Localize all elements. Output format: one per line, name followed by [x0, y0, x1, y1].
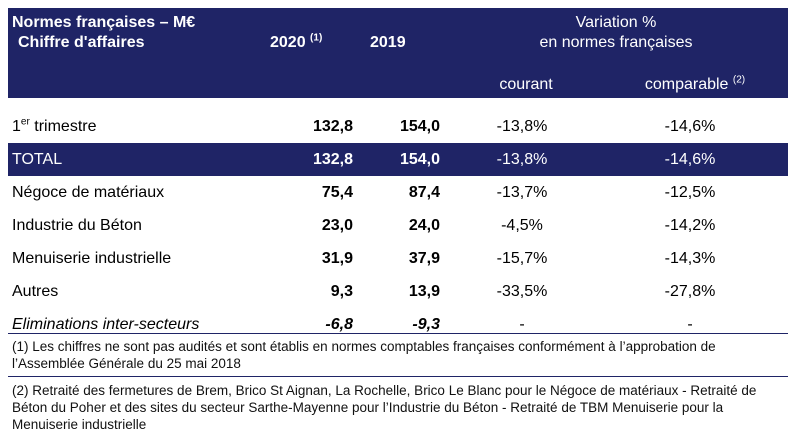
table-row-menuiserie: Menuiserie industrielle 31,9 37,9 -15,7%… [8, 242, 788, 275]
table-row-autres: Autres 9,3 13,9 -33,5% -27,8% [8, 275, 788, 308]
header-title-line1: Normes françaises – M€ [12, 14, 196, 31]
row-value-2020: 132,8 [312, 151, 353, 168]
row-value-2020: 75,4 [321, 184, 353, 201]
row-variation-comparable: -14,6% [664, 151, 716, 168]
row-variation-comparable: -12,5% [664, 184, 716, 201]
row-label: Menuiserie industrielle [12, 250, 172, 267]
row-value-2020: 31,9 [321, 250, 353, 267]
row-value-2020: 9,3 [330, 283, 353, 300]
header-comparable: comparable (2) [644, 74, 746, 93]
row-variation-courant: -13,8% [496, 118, 548, 135]
table-row-eliminations: Eliminations inter-secteurs -6,8 -9,3 - … [8, 308, 788, 341]
row-variation-courant: -13,7% [496, 184, 548, 201]
row-variation-courant: -33,5% [496, 283, 548, 300]
row-label: Industrie du Béton [12, 217, 142, 234]
row-value-2020: -6,8 [325, 316, 353, 333]
header-courant: courant [499, 76, 553, 93]
row-label: TOTAL [12, 151, 63, 168]
header-title-line2: Chiffre d'affaires [18, 34, 145, 51]
table-row-negoce: Négoce de matériaux 75,4 87,4 -13,7% -12… [8, 176, 788, 209]
row-variation-courant: -4,5% [501, 217, 543, 234]
divider [8, 376, 788, 377]
row-label: Négoce de matériaux [12, 184, 165, 201]
footnote-1: (1) Les chiffres ne sont pas audités et … [12, 339, 716, 371]
row-label: Eliminations inter-secteurs [12, 316, 200, 333]
row-value-2019: 87,4 [408, 184, 440, 201]
header-col-2020-footnote: (1) [310, 32, 323, 44]
row-label: 1er trimestre [12, 116, 97, 135]
row-label: Autres [12, 283, 59, 300]
row-value-2020: 132,8 [312, 118, 353, 135]
table-header: Normes françaises – M€ Chiffre d'affaire… [8, 8, 788, 98]
row-value-2020: 23,0 [321, 217, 353, 234]
header-comparable-footnote: (2) [732, 74, 746, 86]
footnote-2: (2) Retraité des fermetures de Brem, Bri… [12, 383, 757, 432]
row-value-2019: 24,0 [408, 217, 440, 234]
header-col-2020: 2020 (1) [270, 32, 323, 51]
row-variation-comparable: -27,8% [664, 283, 716, 300]
row-variation-courant: - [519, 316, 525, 333]
row-value-2019: 154,0 [399, 151, 440, 168]
row-variation-comparable: -14,6% [664, 118, 716, 135]
table-row-beton: Industrie du Béton 23,0 24,0 -4,5% -14,2… [8, 209, 788, 242]
row-variation-comparable: - [687, 316, 693, 333]
header-variation-line1: Variation % [575, 14, 657, 31]
row-value-2019: 13,9 [408, 283, 440, 300]
revenue-table: Normes françaises – M€ Chiffre d'affaire… [8, 8, 788, 341]
row-variation-courant: -15,7% [496, 250, 548, 267]
row-value-2019: -9,3 [412, 316, 440, 333]
table-row-total: TOTAL 132,8 154,0 -13,8% -14,6% [8, 143, 788, 176]
table-row-q1: 1er trimestre 132,8 154,0 -13,8% -14,6% [8, 110, 788, 143]
row-value-2019: 37,9 [408, 250, 440, 267]
row-variation-comparable: -14,2% [664, 217, 716, 234]
row-variation-comparable: -14,3% [664, 250, 716, 267]
header-col-2019: 2019 [370, 34, 406, 51]
row-value-2019: 154,0 [399, 118, 440, 135]
header-variation-line2: en normes françaises [539, 34, 693, 51]
row-variation-courant: -13,8% [496, 151, 548, 168]
divider [8, 333, 788, 334]
